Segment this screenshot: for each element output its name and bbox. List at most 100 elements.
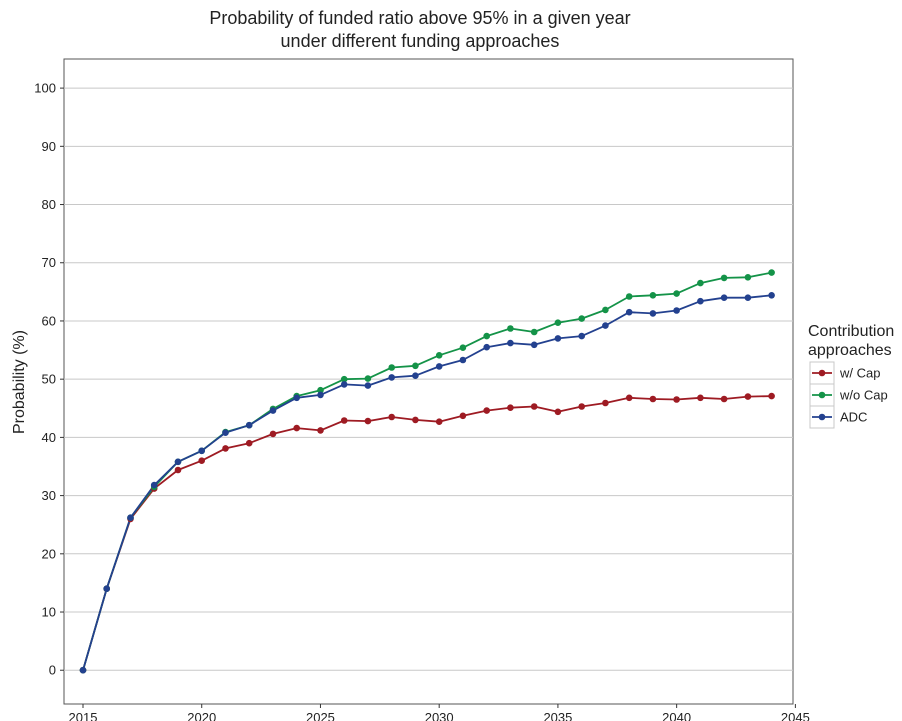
series-1-point bbox=[530, 403, 538, 410]
series-1-point bbox=[768, 392, 775, 400]
series-3-point bbox=[388, 374, 396, 381]
x-tick-label: 2030 bbox=[425, 710, 454, 721]
series-2-point bbox=[459, 344, 467, 352]
series-3-point bbox=[530, 341, 538, 349]
chart-title-line-1: Probability of funded ratio above 95% in… bbox=[209, 8, 630, 28]
series-line-3 bbox=[82, 294, 772, 671]
series-3-point bbox=[340, 381, 348, 388]
legend-key-point bbox=[818, 391, 826, 399]
series-1-point bbox=[554, 408, 562, 416]
series-2-point bbox=[554, 319, 562, 327]
series-1-point bbox=[744, 393, 752, 400]
gridlines bbox=[64, 87, 793, 671]
series-2-point bbox=[340, 375, 348, 383]
series-1-point bbox=[435, 418, 443, 426]
series-3-point bbox=[317, 391, 324, 399]
series-lines bbox=[82, 271, 772, 671]
series-2-point bbox=[602, 306, 609, 314]
series-3-point bbox=[673, 307, 680, 314]
series-3-point bbox=[198, 447, 205, 455]
series-3-point bbox=[697, 297, 704, 305]
x-tick-label: 2035 bbox=[543, 710, 572, 721]
y-tick-label: 60 bbox=[42, 313, 56, 328]
series-2-point bbox=[673, 290, 680, 297]
series-1-point bbox=[483, 407, 491, 414]
series-3-point bbox=[578, 332, 585, 340]
series-2-point bbox=[697, 279, 704, 287]
series-3-point bbox=[459, 356, 467, 364]
series-3-point bbox=[412, 372, 419, 380]
series-3-point bbox=[222, 429, 229, 437]
plot-area bbox=[63, 58, 794, 705]
series-3-point bbox=[744, 294, 752, 302]
series-1-point bbox=[602, 399, 609, 407]
y-tick-label: 20 bbox=[42, 546, 56, 561]
y-tick-label: 50 bbox=[42, 372, 56, 387]
series-3-point bbox=[720, 294, 728, 302]
legend-key-point bbox=[818, 369, 826, 377]
series-1-point bbox=[174, 466, 182, 474]
y-tick-label: 40 bbox=[42, 430, 56, 445]
series-1-point bbox=[625, 394, 633, 402]
series-1-point bbox=[222, 445, 229, 452]
series-1-point bbox=[340, 417, 348, 424]
series-1-point bbox=[720, 395, 728, 403]
series-1-point bbox=[364, 417, 372, 425]
series-3-point bbox=[364, 382, 372, 389]
series-2-point bbox=[412, 362, 419, 370]
legend-label: ADC bbox=[840, 410, 867, 425]
series-2-point bbox=[507, 325, 514, 332]
y-tick-label: 0 bbox=[49, 663, 56, 678]
series-2-point bbox=[649, 292, 657, 299]
legend-item: w/ Cap bbox=[809, 361, 880, 385]
legend-item: ADC bbox=[809, 405, 867, 429]
series-1-point bbox=[293, 424, 301, 432]
series-2-point bbox=[768, 269, 775, 276]
x-tick-label: 2015 bbox=[69, 710, 98, 721]
series-1-point bbox=[459, 412, 467, 420]
x-axis-ticks: 2015 2020 2025 2030 2035 2040 2045 bbox=[69, 704, 810, 721]
series-3-point bbox=[103, 585, 110, 592]
series-1-point bbox=[412, 416, 419, 424]
legend-title-line-1: Contribution bbox=[808, 323, 894, 340]
chart-title: Probability of funded ratio above 95% in… bbox=[209, 8, 630, 51]
series-3-point bbox=[602, 322, 609, 329]
series-2-point bbox=[317, 386, 324, 394]
y-tick-label: 30 bbox=[42, 488, 56, 503]
series-1-point bbox=[649, 395, 657, 403]
legend-label: w/o Cap bbox=[839, 388, 888, 403]
series-3-point bbox=[150, 481, 158, 489]
series-3-point bbox=[127, 514, 134, 521]
series-3-point bbox=[269, 407, 277, 414]
y-axis-title: Probability (%) bbox=[11, 330, 28, 434]
series-3-point bbox=[768, 292, 775, 299]
series-1-point bbox=[269, 430, 277, 438]
series-2-point bbox=[388, 364, 396, 371]
series-1-point bbox=[388, 413, 396, 421]
series-3-point bbox=[245, 421, 253, 429]
y-axis-ticks: 0 10 20 30 40 50 60 70 80 90 100 bbox=[34, 81, 64, 678]
series-points bbox=[79, 269, 775, 674]
legend-label: w/ Cap bbox=[839, 366, 880, 381]
series-1-point bbox=[578, 403, 585, 410]
series-2-point bbox=[744, 274, 752, 281]
series-3-point bbox=[554, 335, 562, 342]
x-tick-label: 2045 bbox=[781, 710, 810, 721]
legend-item: w/o Cap bbox=[809, 383, 888, 407]
series-1-point bbox=[198, 457, 205, 465]
legend: Contribution approaches w/ Cap w/o Cap ADC bbox=[808, 323, 894, 429]
series-2-point bbox=[364, 375, 372, 382]
series-3-point bbox=[293, 394, 301, 402]
series-3-point bbox=[483, 343, 491, 351]
x-tick-label: 2025 bbox=[306, 710, 335, 721]
series-1-point bbox=[673, 396, 680, 403]
series-3-point bbox=[174, 458, 182, 466]
legend-items: w/ Cap w/o Cap ADC bbox=[809, 361, 888, 429]
series-3-point bbox=[649, 310, 657, 317]
series-3-point bbox=[507, 339, 514, 347]
series-2-point bbox=[435, 352, 443, 359]
legend-title-line-2: approaches bbox=[808, 342, 892, 359]
series-1-point bbox=[507, 404, 514, 412]
y-tick-label: 70 bbox=[42, 255, 56, 270]
